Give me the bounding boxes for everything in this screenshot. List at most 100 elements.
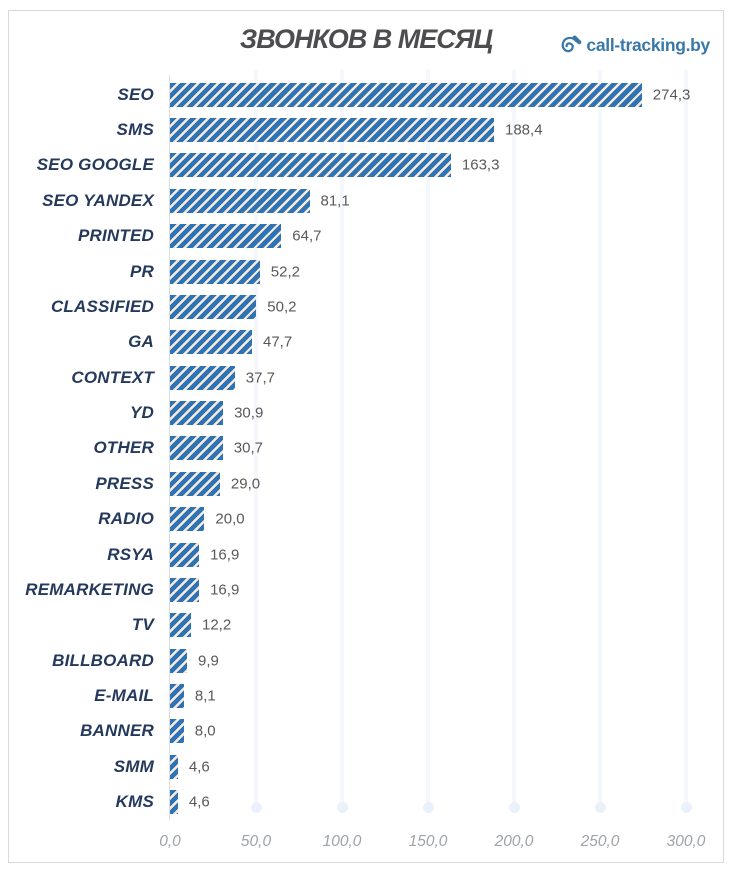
bar [170,613,191,638]
value-label: 4,6 [188,793,210,811]
chart-row: SEO YANDEX 81,1 [9,183,723,218]
bar-track: 29,0 [170,471,723,496]
bar [170,365,235,390]
value-label: 9,9 [198,652,219,670]
bar-track: 50,2 [170,294,723,319]
bar-track: 4,6 [170,790,723,815]
chart-row: TV 12,2 [9,608,723,643]
x-tick-label: 50,0 [240,833,272,850]
chart-title: ЗВОНКОВ В МЕСЯЦ [239,24,493,54]
x-tick-label: 250,0 [580,833,620,850]
gridline-dot [422,802,434,813]
category-label: BANNER [80,721,154,741]
bar-track: 16,9 [170,577,723,602]
x-tick-label: 200,0 [494,833,534,850]
bar [170,188,310,213]
value-label: 8,1 [194,687,216,705]
bar [170,259,260,284]
chart-row: YD 30,9 [9,395,723,430]
category-label: TV [131,615,154,635]
value-label: 4,6 [188,758,210,776]
chart-row: E-MAIL 8,1 [9,678,723,713]
bar [170,542,200,567]
chart-row: OTHER 30,7 [9,431,723,466]
chart-row: BILLBOARD 9,9 [9,643,723,678]
gridline [426,69,430,808]
x-tick-label: 300,0 [666,833,706,850]
value-label: 16,9 [210,581,240,599]
gridline [512,69,516,808]
value-label: 188,4 [505,121,543,139]
gridline [598,69,602,808]
bar-track: 163,3 [170,153,723,178]
bar [170,507,205,532]
y-axis-line [169,75,170,820]
bar [170,684,184,709]
category-label: REMARKETING [25,579,154,599]
bar-track: 30,9 [170,401,723,426]
gridline-dot [336,802,348,813]
value-label: 30,9 [234,404,264,422]
bar-track: 188,4 [170,118,723,143]
bar-track: 274,3 [170,82,723,107]
x-tick-label: 0,0 [159,833,181,850]
value-label: 50,2 [267,298,297,316]
category-label: RADIO [98,509,154,529]
category-label: KMS [115,792,154,812]
category-label: BILLBOARD [52,650,154,670]
chart-row: SMS 188,4 [9,112,723,147]
bar-track: 37,7 [170,365,723,390]
logo-text: call-tracking.by [586,34,710,55]
bar [170,719,184,744]
category-label: SEO [117,84,154,104]
chart-row: SEO 274,3 [9,77,723,112]
chart-row: SEO GOOGLE 163,3 [9,148,723,183]
chart-row: KMS 4,6 [9,785,723,820]
category-label: GA [128,332,154,352]
gridline [340,69,344,808]
bar-track: 4,6 [170,754,723,779]
chart-row: RADIO 20,0 [9,502,723,537]
bar [170,577,200,602]
gridline-dot [508,802,520,813]
value-label: 81,1 [320,192,350,210]
category-label: SMS [116,120,154,140]
bar [170,754,178,779]
bar-track: 52,2 [170,259,723,284]
logo: call-tracking.by [558,33,710,57]
category-label: RSYA [107,544,154,564]
value-label: 16,9 [210,546,240,564]
chart-frame: ЗВОНКОВ В МЕСЯЦ call-tracking.by SEO 274… [8,10,724,863]
category-label: PRESS [95,473,154,493]
value-label: 47,7 [263,333,293,351]
value-label: 30,7 [233,439,263,457]
chart-row: CONTEXT 37,7 [9,360,723,395]
bar [170,401,224,426]
category-label: OTHER [93,438,154,458]
x-axis: 0,0 50,0 100,0 150,0 200,0 250,0 300,0 [159,833,705,855]
category-label: YD [129,403,154,423]
value-label: 8,0 [194,722,216,740]
category-label: PRINTED [77,226,154,246]
value-label: 52,2 [270,263,300,281]
category-label: E-MAIL [94,686,154,706]
bar-track: 8,0 [170,719,723,744]
value-label: 64,7 [292,227,322,245]
bar-track: 64,7 [170,224,723,249]
category-label: CLASSIFIED [50,296,154,316]
bar-track: 12,2 [170,613,723,638]
chart-row: PRESS 29,0 [9,466,723,501]
gridline-dot [250,802,262,813]
bar [170,294,257,319]
bar-track: 30,7 [170,436,723,461]
category-label: SEO YANDEX [42,190,154,210]
chart-row: PR 52,2 [9,254,723,289]
bar-track: 47,7 [170,330,723,355]
value-label: 29,0 [230,475,261,493]
gridline [684,69,688,808]
value-label: 12,2 [202,616,232,634]
x-tick-label: 100,0 [322,833,362,850]
bar-track: 81,1 [170,188,723,213]
category-label: PR [129,261,154,281]
chart-row: BANNER 8,0 [9,714,723,749]
